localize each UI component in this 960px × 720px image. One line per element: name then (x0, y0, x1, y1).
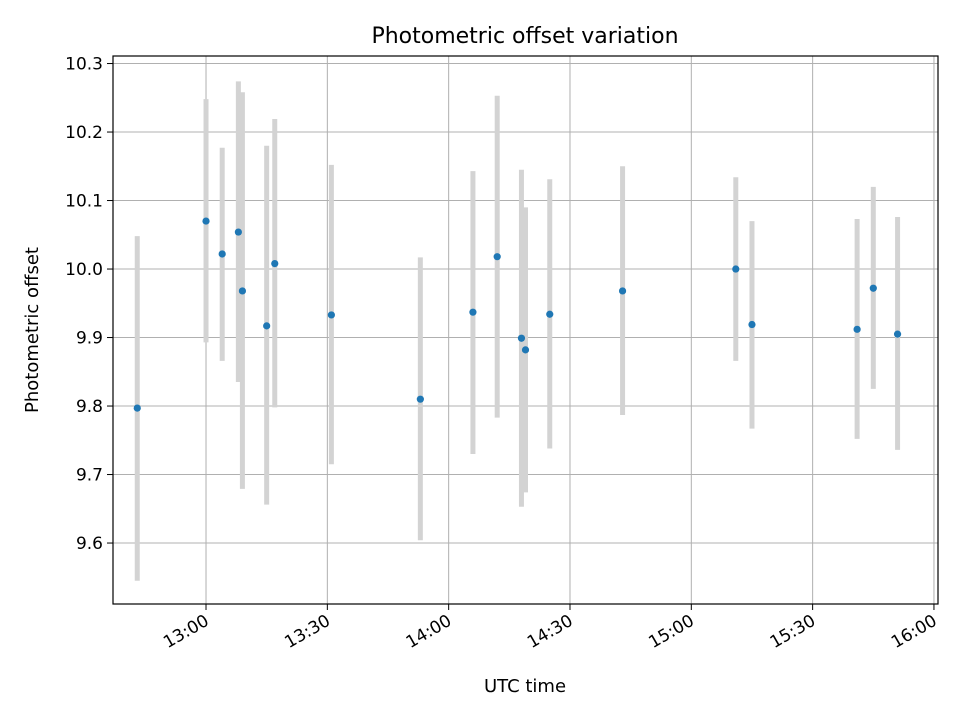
y-tick-label: 10.2 (65, 123, 103, 143)
y-tick-label: 9.7 (76, 466, 103, 486)
data-point (748, 320, 756, 329)
data-points (133, 217, 902, 412)
y-tick-label: 9.8 (76, 397, 103, 417)
data-point (546, 310, 554, 318)
y-tick-label: 9.9 (76, 329, 103, 349)
data-point (327, 311, 335, 319)
y-tick-label: 10.3 (65, 55, 103, 75)
x-axis-label: UTC time (484, 676, 566, 697)
data-point (521, 346, 530, 354)
y-axis-ticks: 9.6 9.7 9.8 9.9 10.0 10.1 10.2 10.3 (65, 55, 113, 554)
data-point (893, 330, 902, 338)
data-point (133, 404, 141, 412)
data-point (234, 228, 242, 236)
data-point (238, 287, 247, 295)
plot-frame (112, 55, 939, 605)
data-point (732, 265, 740, 273)
data-point (469, 308, 477, 316)
data-point (853, 325, 861, 333)
data-point (493, 253, 501, 261)
y-tick-label: 9.6 (76, 534, 103, 554)
data-point (618, 287, 627, 295)
grid (113, 56, 938, 604)
data-point (869, 284, 877, 292)
data-point (416, 395, 424, 403)
data-point (202, 217, 210, 225)
data-point (517, 334, 526, 342)
chart-title: Photometric offset variation (371, 24, 678, 49)
data-point (218, 250, 226, 258)
y-tick-label: 10.1 (65, 192, 103, 212)
data-point (271, 259, 279, 268)
y-tick-label: 10.0 (65, 260, 103, 280)
y-axis-label: Photometric offset (22, 247, 43, 413)
data-point (263, 322, 271, 330)
